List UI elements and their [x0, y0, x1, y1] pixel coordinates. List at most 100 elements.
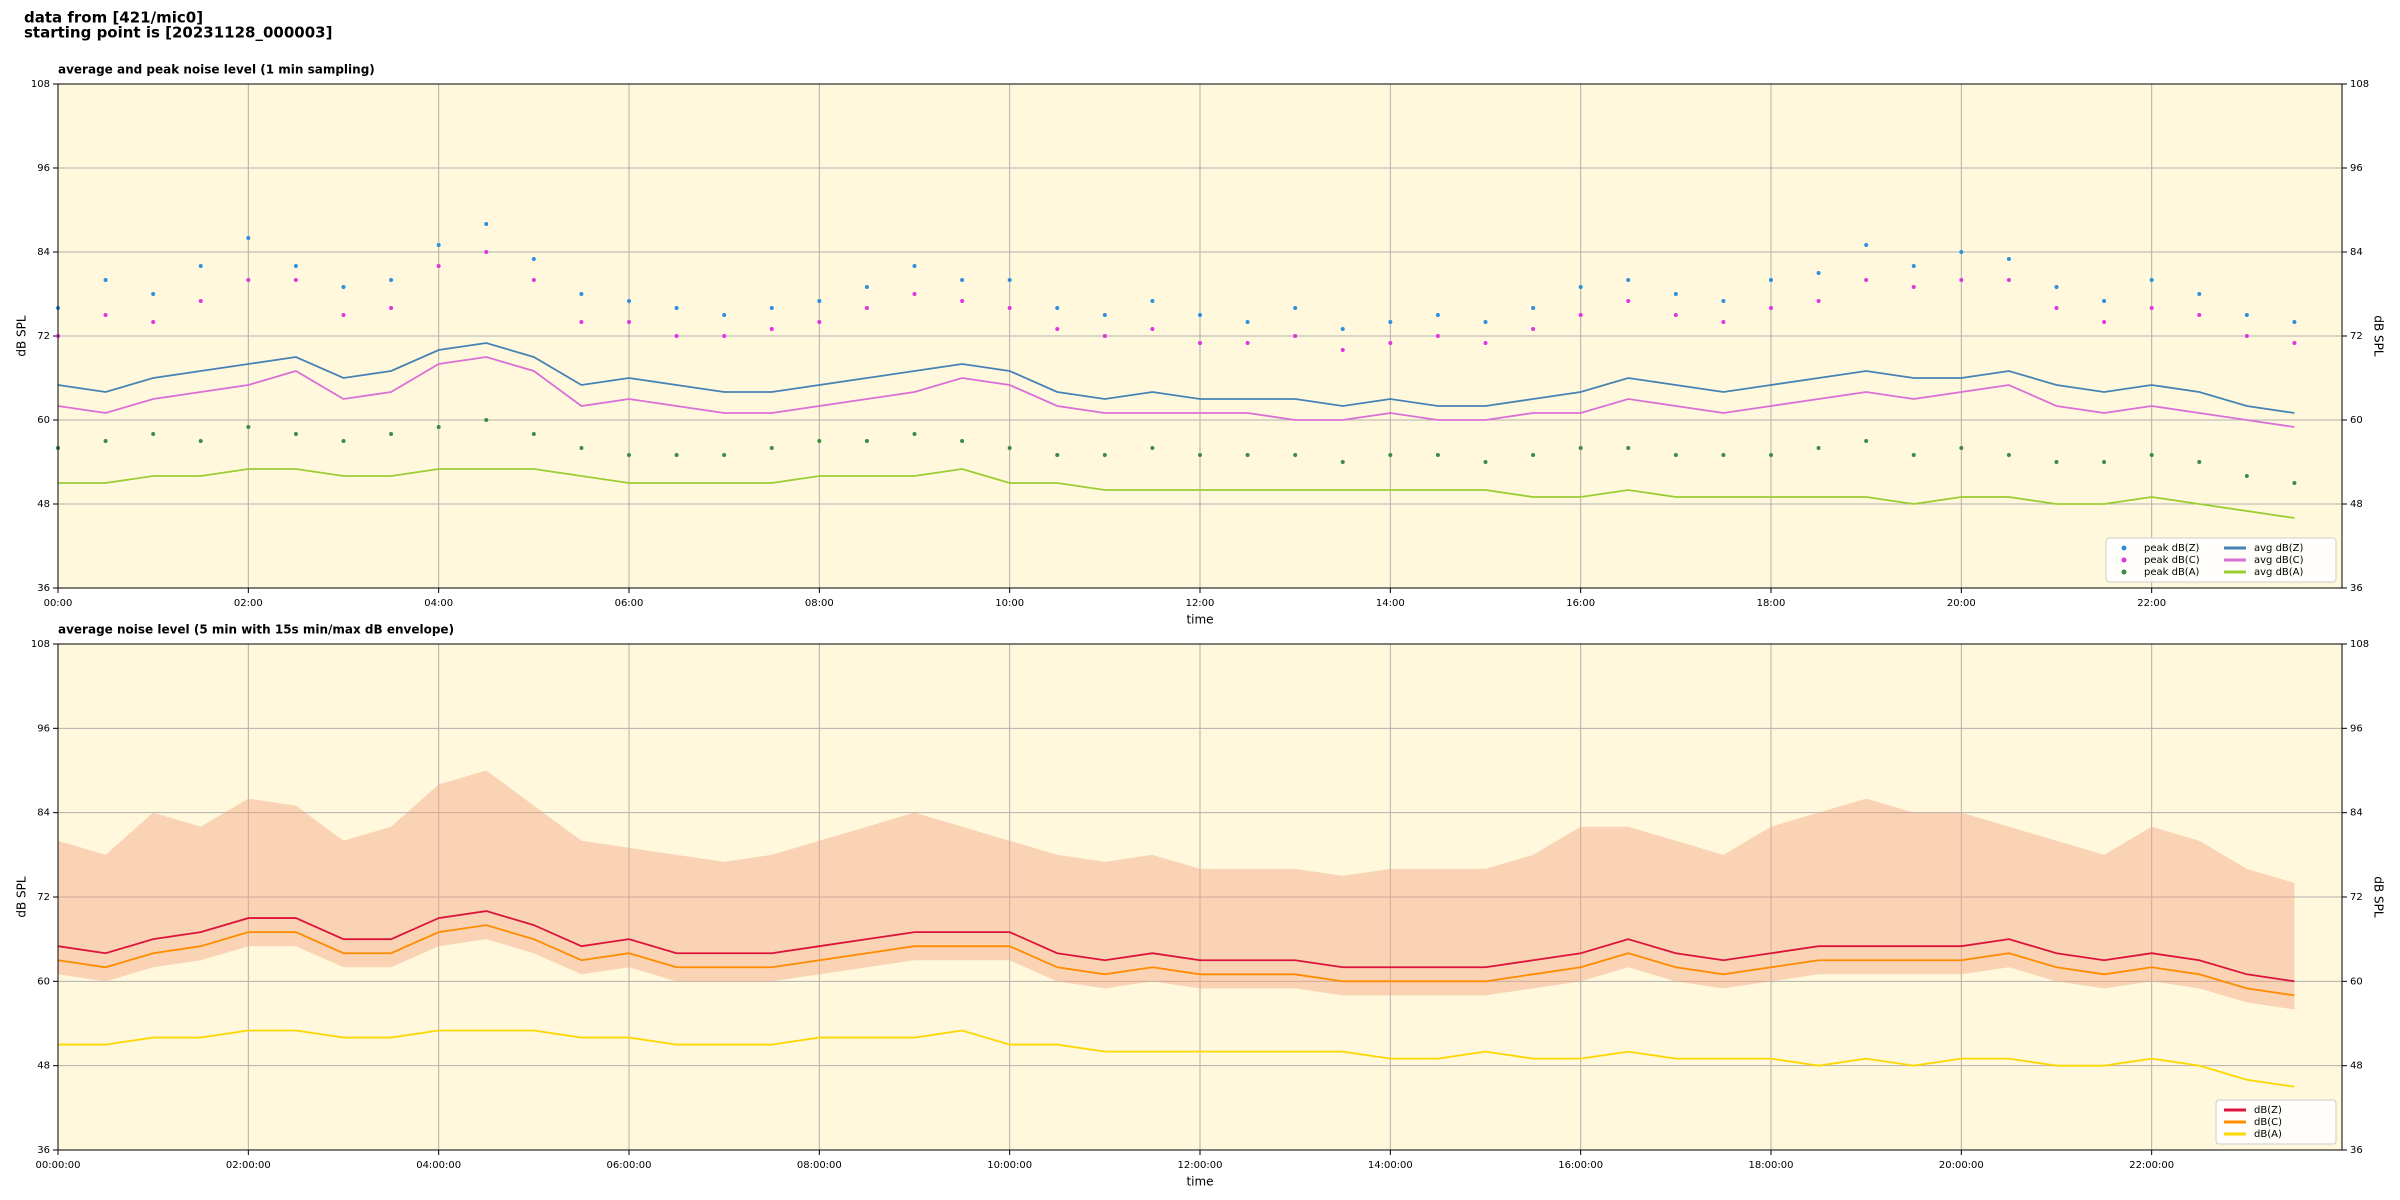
peak-point	[2006, 453, 2011, 457]
peak-point	[2102, 460, 2107, 464]
peak-point	[1340, 348, 1345, 352]
peak-point	[817, 439, 822, 443]
peak-point	[1102, 453, 1107, 457]
y2-tick-label: 72	[2350, 331, 2363, 342]
y-tick-label: 36	[37, 583, 50, 594]
peak-point	[531, 257, 536, 261]
peak-point	[2244, 474, 2249, 478]
x-tick-label: 18:00:00	[1749, 1160, 1794, 1171]
peak-point	[912, 264, 917, 268]
peak-point	[1007, 306, 1012, 310]
legend-label: peak dB(C)	[2144, 555, 2200, 566]
peak-point	[1245, 453, 1250, 457]
peak-point	[1578, 446, 1583, 450]
legend-label: peak dB(Z)	[2144, 543, 2200, 554]
y2-axis-label: dB SPL	[2372, 876, 2386, 918]
peak-point	[627, 320, 631, 324]
peak-point	[960, 278, 965, 282]
peak-point	[1578, 313, 1583, 317]
peak-point	[1388, 341, 1393, 345]
peak-point	[1531, 327, 1536, 331]
y-tick-label: 60	[37, 976, 50, 987]
y-tick-label: 96	[37, 163, 50, 174]
peak-point	[1150, 299, 1155, 303]
y2-tick-label: 48	[2350, 1061, 2363, 1072]
peak-point	[341, 313, 346, 317]
peak-point	[198, 264, 203, 268]
peak-point	[2102, 320, 2107, 324]
peak-point	[2197, 313, 2202, 317]
peak-point	[960, 439, 965, 443]
peak-point	[579, 320, 584, 324]
peak-point	[769, 306, 774, 310]
y2-tick-label: 60	[2350, 976, 2363, 987]
peak-point	[1721, 453, 1726, 457]
peak-point	[769, 327, 774, 331]
legend-label: avg dB(C)	[2254, 555, 2304, 566]
y-tick-label: 36	[37, 1145, 50, 1156]
peak-point	[341, 285, 346, 289]
peak-point	[674, 334, 679, 338]
peak-point	[1959, 446, 1964, 450]
series-line	[58, 468, 2295, 519]
plot-frame	[57, 643, 2343, 1151]
y-tick-label: 108	[31, 79, 50, 90]
y2-tick-label: 84	[2350, 808, 2363, 819]
peak-point	[1055, 327, 1060, 331]
legend-marker	[2121, 545, 2127, 551]
peak-point	[1483, 460, 1488, 464]
y2-tick-label: 36	[2350, 583, 2363, 594]
x-tick-label: 14:00:00	[1368, 1160, 1413, 1171]
peak-point	[484, 250, 489, 254]
y-axis-label: dB SPL	[15, 876, 29, 918]
peak-point	[1673, 313, 1678, 317]
peak-point	[674, 453, 679, 457]
peak-point	[2244, 313, 2249, 317]
chart-title: average noise level (5 min with 15s min/…	[58, 623, 454, 637]
y-tick-label: 84	[37, 247, 50, 258]
peak-point	[1340, 327, 1345, 331]
x-axis-label: time	[1186, 613, 1213, 627]
legend-box	[2105, 537, 2337, 583]
x-tick-label: 16:00:00	[1558, 1160, 1603, 1171]
peak-point	[722, 453, 727, 457]
peak-point	[1911, 285, 1916, 289]
peak-point	[1293, 334, 1298, 338]
legend-marker	[2121, 569, 2127, 575]
x-tick-label: 08:00:00	[797, 1160, 842, 1171]
peak-point	[817, 320, 822, 324]
x-tick-label: 10:00:00	[987, 1160, 1032, 1171]
peak-point	[1531, 306, 1536, 310]
x-tick-label: 02:00:00	[226, 1160, 271, 1171]
peak-point	[103, 278, 108, 282]
y-tick-label: 48	[37, 499, 50, 510]
x-tick-label: 00:00:00	[36, 1160, 81, 1171]
peak-point	[1102, 334, 1107, 338]
x-tick-label: 22:00	[2137, 598, 2166, 609]
peak-point	[341, 439, 346, 443]
x-tick-label: 18:00	[1757, 598, 1786, 609]
envelope-area	[58, 770, 2295, 1010]
peak-point	[1864, 278, 1869, 282]
x-tick-label: 10:00	[995, 598, 1024, 609]
peak-point	[912, 432, 917, 436]
peak-point	[293, 264, 298, 268]
y-tick-label: 48	[37, 1061, 50, 1072]
peak-point	[2149, 306, 2154, 310]
legend-label: dB(Z)	[2254, 1105, 2282, 1116]
legend-label: dB(A)	[2254, 1129, 2282, 1140]
peak-point	[2244, 334, 2249, 338]
legend-label: avg dB(Z)	[2254, 543, 2304, 554]
peak-point	[817, 299, 822, 303]
peak-point	[103, 313, 108, 317]
x-tick-label: 22:00:00	[2129, 1160, 2174, 1171]
peak-point	[1245, 341, 1250, 345]
y2-tick-label: 36	[2350, 1145, 2363, 1156]
peak-point	[1673, 453, 1678, 457]
legend-marker	[2121, 557, 2127, 563]
peak-point	[2197, 292, 2202, 296]
peak-point	[1435, 313, 1440, 317]
peak-point	[864, 306, 869, 310]
x-tick-label: 04:00	[424, 598, 453, 609]
peak-point	[389, 306, 394, 310]
